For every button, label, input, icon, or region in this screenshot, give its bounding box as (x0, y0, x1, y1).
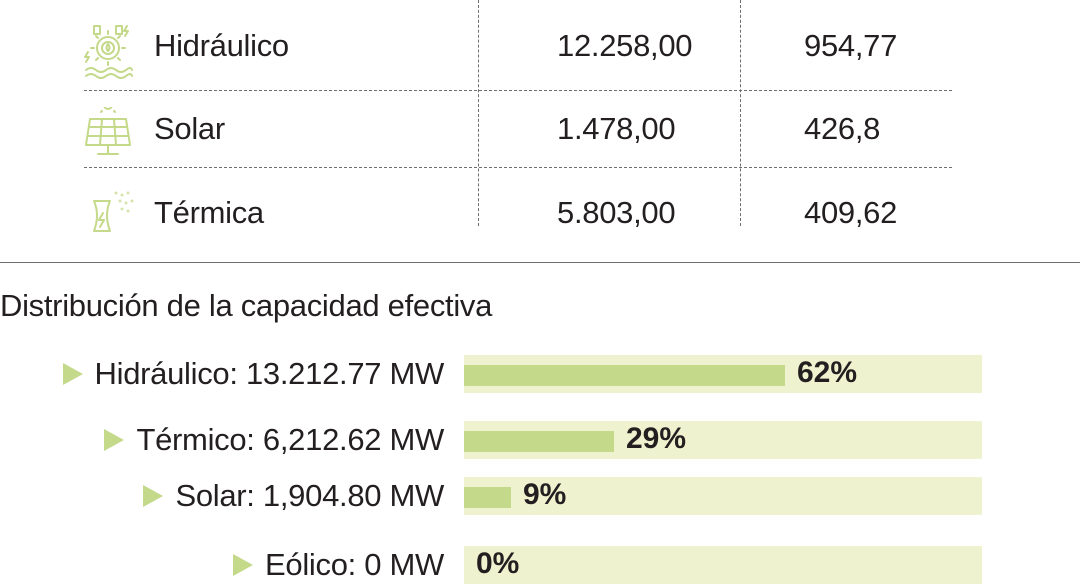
bar-track (464, 477, 982, 515)
bar-category-text: Eólico: 0 MW (265, 547, 444, 582)
bar (464, 365, 785, 386)
table-row: Térmica 5.803,00 409,62 (0, 183, 1080, 243)
bar-category-label: Hidráulico: 13.212.77 MW (62, 356, 445, 392)
row-value-2: 954,77 (804, 28, 898, 63)
bar-row: 9% Solar: 1,904.80 MW (0, 477, 1080, 515)
bar-row: 29% Térmico: 6,212.62 MW (0, 421, 1080, 459)
triangle-bullet-icon (143, 485, 164, 507)
triangle-bullet-icon (233, 554, 253, 576)
row-value-2: 426,8 (804, 111, 881, 146)
bar-row: 0% Eólico: 0 MW (0, 546, 1080, 584)
column-divider (740, 0, 741, 226)
bar-value-label: 9% (523, 478, 567, 511)
hydro-icon (84, 25, 133, 79)
triangle-bullet-icon (104, 429, 125, 451)
row-value-1: 1.478,00 (557, 111, 676, 146)
row-name: Térmica (154, 195, 264, 230)
thermal-plant-icon (93, 191, 134, 232)
bar (464, 431, 614, 452)
bar (464, 487, 511, 508)
table-row: Hidráulico 12.258,00 954,77 (0, 16, 1080, 79)
bar-value-label: 62% (797, 356, 858, 389)
table-row: Solar 1.478,00 426,8 (0, 99, 1080, 159)
triangle-bullet-icon (62, 363, 83, 385)
row-name: Solar (154, 111, 225, 146)
bar-row: 62% Hidráulico: 13.212.77 MW (0, 355, 1080, 393)
bar-category-label: Solar: 1,904.80 MW (143, 478, 444, 514)
capacity-bar-chart: 62% Hidráulico: 13.212.77 MW 29% Térmico: 6… (0, 340, 1080, 584)
row-name: Hidráulico (154, 28, 289, 63)
generation-table: Hidráulico 12.258,00 954,77 Solar 1.478,… (0, 0, 1080, 262)
column-divider (478, 0, 479, 226)
bar-value-label: 29% (626, 422, 687, 455)
chart-title: Distribución de la capacidad efectiva (0, 288, 493, 323)
bar-track (464, 546, 982, 584)
row-value-2: 409,62 (804, 195, 898, 230)
row-divider (84, 167, 952, 168)
bar-category-text: Solar: 1,904.80 MW (175, 478, 444, 513)
section-divider (0, 262, 1080, 263)
bar-value-label: 0% (476, 547, 520, 580)
row-value-1: 12.258,00 (557, 28, 693, 63)
bar-category-text: Hidráulico: 13.212.77 MW (94, 356, 445, 391)
bar-category-label: Eólico: 0 MW (233, 547, 444, 583)
solar-panel-icon (85, 107, 131, 155)
row-value-1: 5.803,00 (557, 195, 676, 230)
row-divider (84, 90, 952, 91)
bar-category-text: Térmico: 6,212.62 MW (136, 422, 444, 457)
bar-category-label: Térmico: 6,212.62 MW (104, 422, 444, 458)
